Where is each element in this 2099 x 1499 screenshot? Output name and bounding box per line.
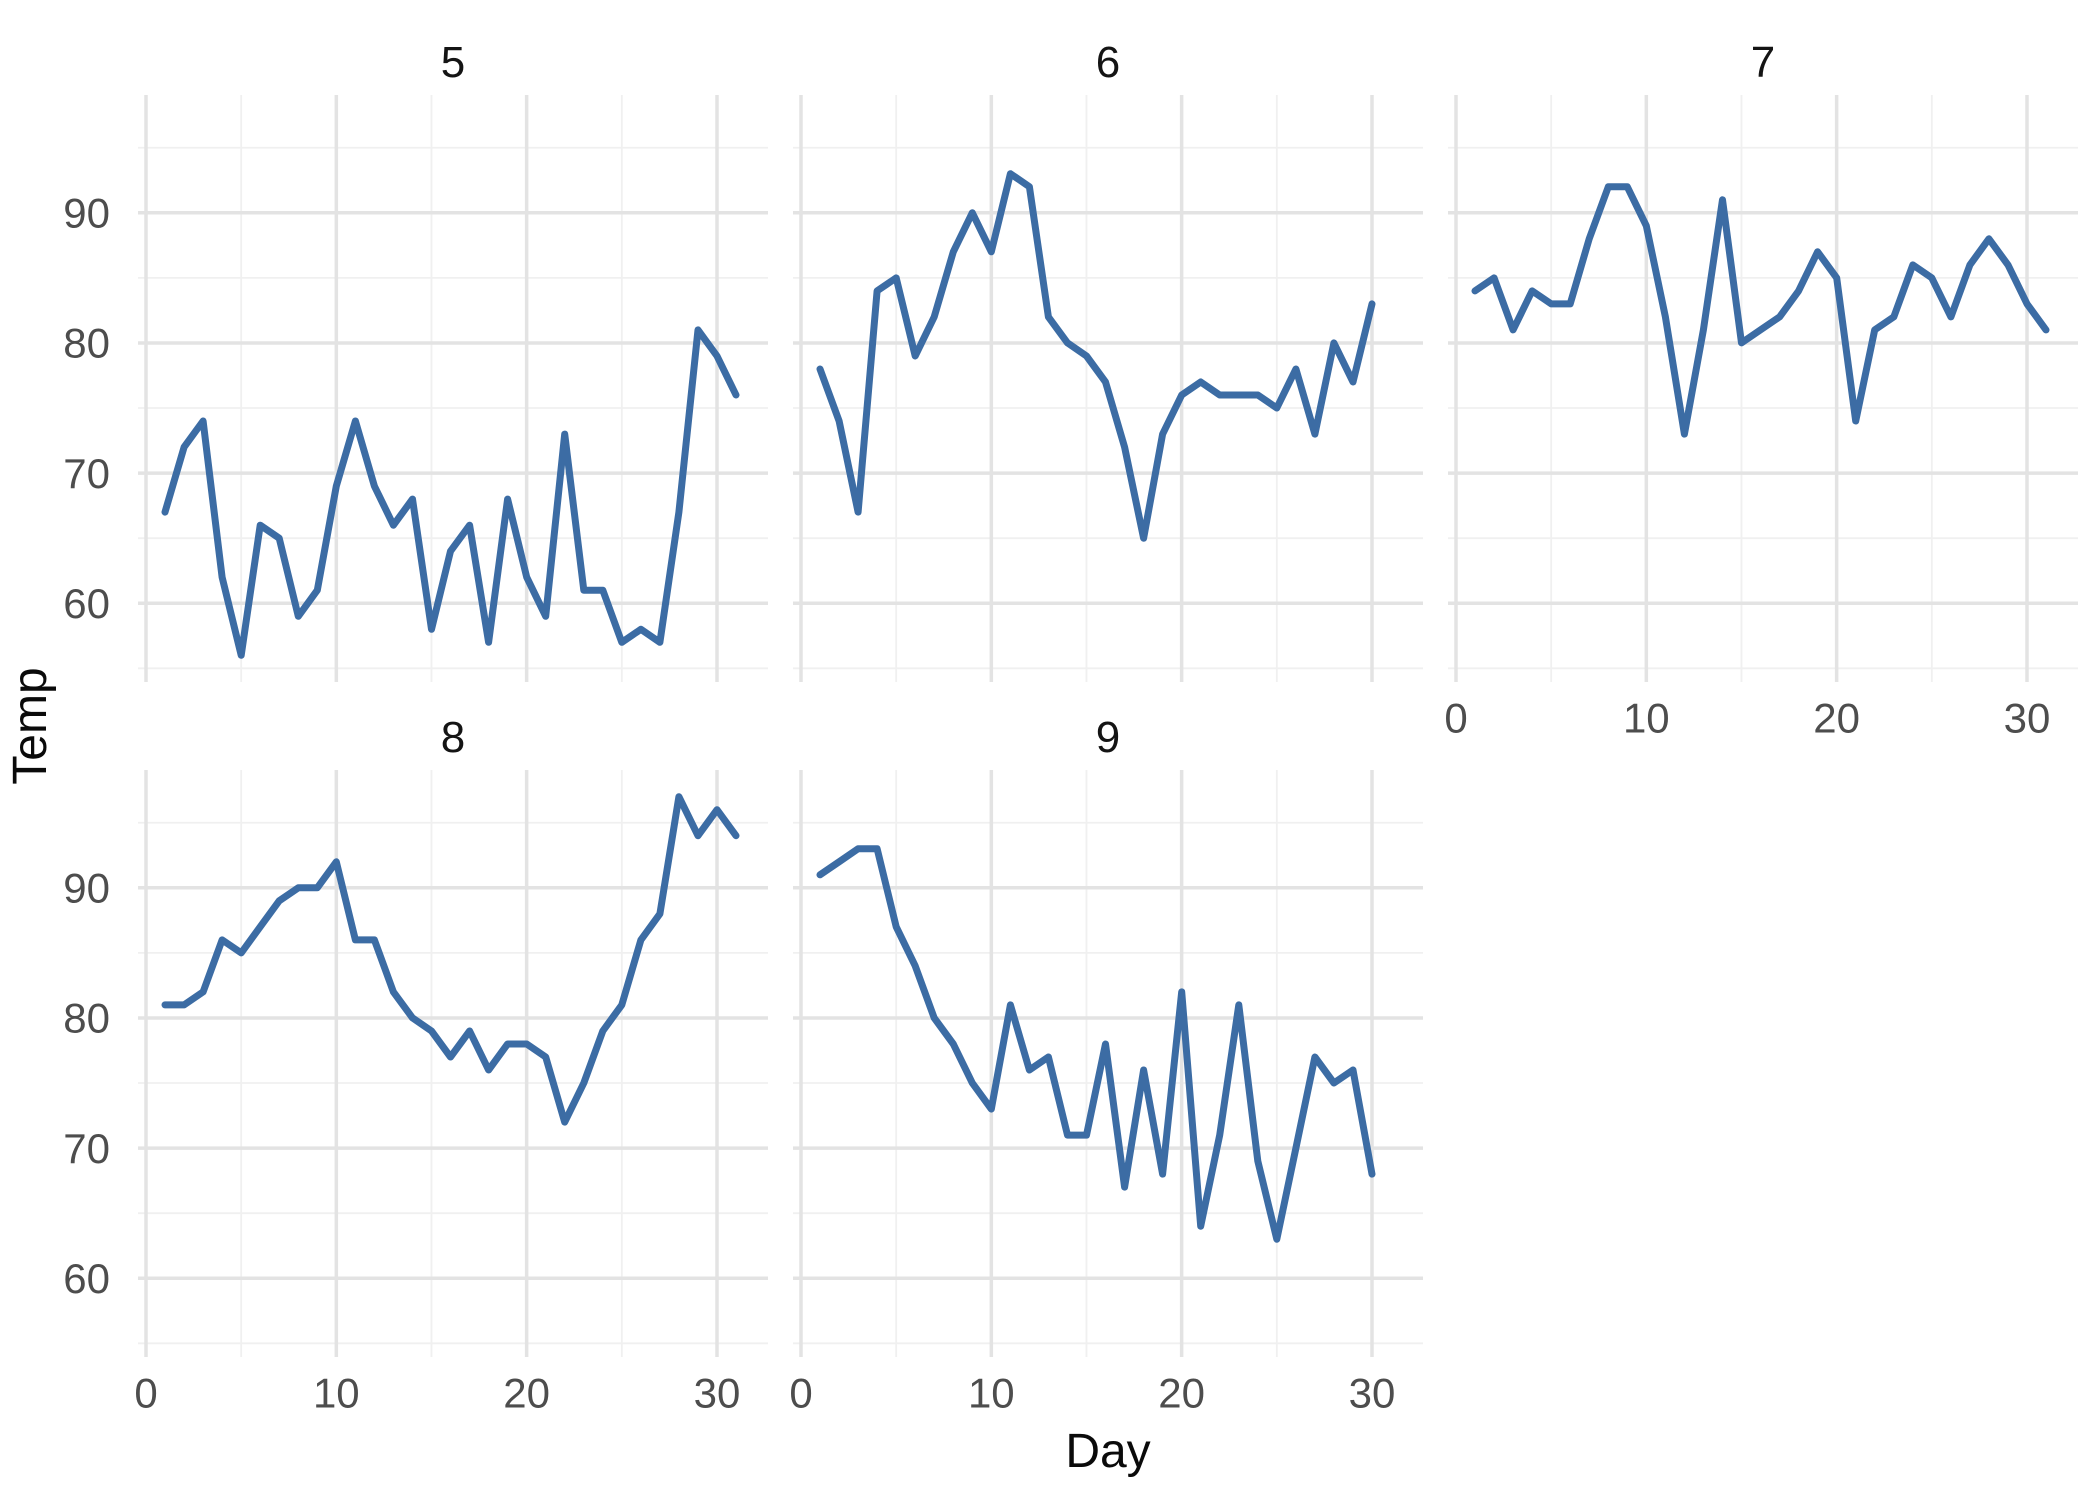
x-tick-label: 0 (134, 1370, 157, 1417)
facet-panel-7: 7 (1448, 38, 2078, 682)
y-tick-label: 70 (63, 1125, 110, 1172)
x-tick-label: 30 (2004, 695, 2051, 742)
x-tick-label: 20 (1813, 695, 1860, 742)
y-tick-label: 70 (63, 450, 110, 497)
x-tick-label: 10 (313, 1370, 360, 1417)
facet-panels: 5 6 7 8 9 (138, 38, 2078, 1357)
y-tick-label: 90 (63, 864, 110, 911)
y-tick-label: 80 (63, 320, 110, 367)
facet-panel-5: 5 (138, 38, 768, 682)
facet-title-7: 7 (1751, 38, 1775, 87)
temp-line-month-6 (816, 170, 1376, 542)
axis-tick-labels: 0 10 20 30 0 10 20 30 0 10 20 30 60 70 80 90 60 70 80 90 (63, 189, 2050, 1416)
x-axis-title: Day (1065, 1425, 1150, 1478)
x-tick-label: 30 (694, 1370, 741, 1417)
y-tick-label: 80 (63, 995, 110, 1042)
x-tick-label: 30 (1349, 1370, 1396, 1417)
temp-line-month-9 (816, 845, 1376, 1243)
x-tick-label: 10 (968, 1370, 1015, 1417)
facet-panel-6: 6 (793, 38, 1423, 682)
y-tick-label: 90 (63, 189, 110, 236)
facet-title-8: 8 (441, 713, 465, 762)
y-axis-title: Temp (4, 667, 57, 784)
y-tick-label: 60 (63, 1255, 110, 1302)
facet-panel-9: 9 (793, 713, 1423, 1357)
temp-line-month-8 (161, 793, 740, 1126)
x-tick-label: 10 (1623, 695, 1670, 742)
facet-title-5: 5 (441, 38, 465, 87)
facet-title-6: 6 (1096, 38, 1120, 87)
facet-panel-8: 8 (138, 713, 768, 1357)
x-tick-label: 20 (1158, 1370, 1205, 1417)
temp-line-month-5 (161, 326, 740, 659)
x-tick-label: 0 (1444, 695, 1467, 742)
facet-title-9: 9 (1096, 713, 1120, 762)
x-tick-label: 20 (503, 1370, 550, 1417)
temp-line-month-7 (1471, 183, 2050, 438)
x-tick-label: 0 (789, 1370, 812, 1417)
y-tick-label: 60 (63, 580, 110, 627)
